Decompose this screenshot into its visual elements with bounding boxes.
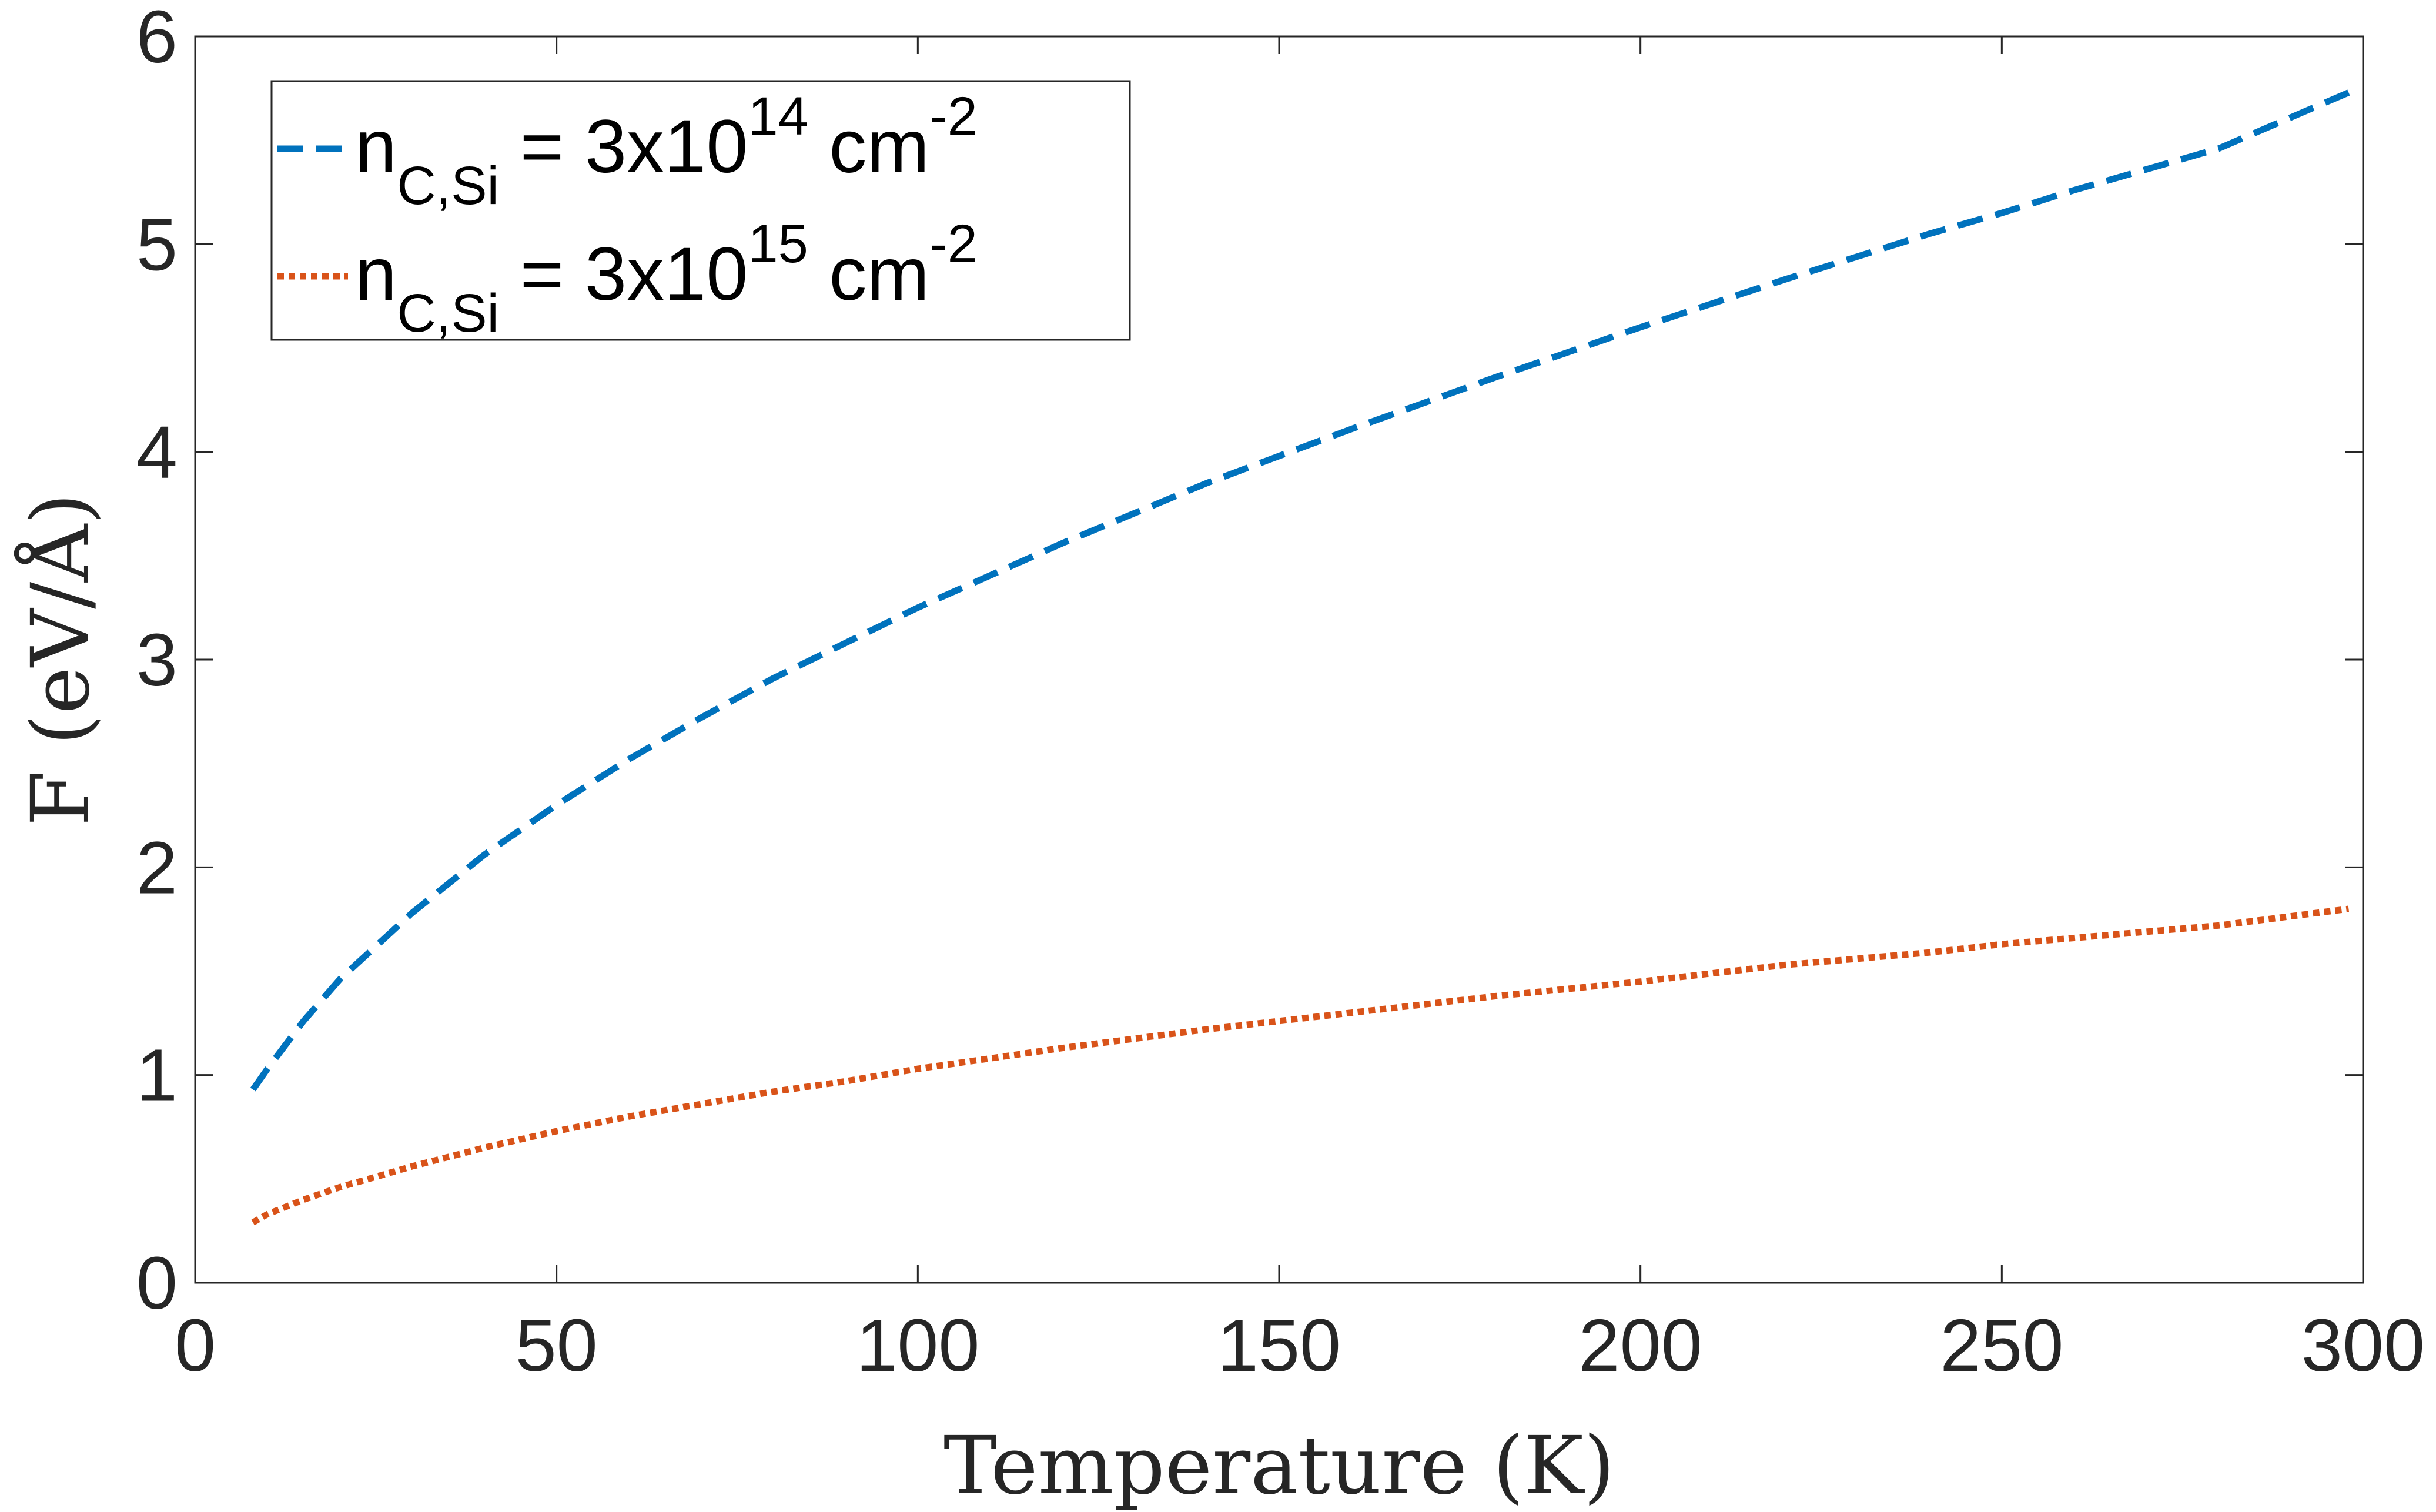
- y-tick-label: 2: [136, 826, 178, 909]
- x-tick-label: 250: [1940, 1304, 2063, 1387]
- y-axis-title: F (eV/Å): [14, 493, 108, 826]
- x-tick-label: 150: [1217, 1304, 1341, 1387]
- legend-box: [270, 80, 1131, 341]
- y-tick-label: 3: [136, 618, 178, 701]
- series-line-2: [251, 905, 2350, 1226]
- y-tick-label: 6: [136, 0, 178, 78]
- x-tick-label: 300: [2301, 1304, 2425, 1387]
- series-layer: [250, 89, 2350, 1226]
- legend-label-series-2: nC,Si = 3x1015 cm-2: [355, 214, 978, 343]
- y-tick-label: 0: [136, 1242, 178, 1324]
- x-tick-label: 100: [856, 1304, 979, 1387]
- tick-layer: 0 50 100 150 200 250 300 0 1 2 3 4 5 6: [136, 0, 2425, 1387]
- legend-label-series-1: nC,Si = 3x1014 cm-2: [355, 86, 978, 216]
- x-tick-label: 0: [175, 1304, 216, 1387]
- y-tick-label: 1: [136, 1034, 178, 1117]
- series-line-1: [250, 89, 2350, 1092]
- y-tick-label: 5: [136, 203, 178, 286]
- x-tick-label: 200: [1579, 1304, 1702, 1387]
- x-tick-label: 50: [516, 1304, 598, 1387]
- y-tick-label: 4: [136, 411, 178, 494]
- x-axis-title: Temperature (K): [943, 1420, 1615, 1512]
- legend: nC,Si = 3x1014 cm-2 nC,Si = 3x1015 cm-2: [270, 80, 1131, 343]
